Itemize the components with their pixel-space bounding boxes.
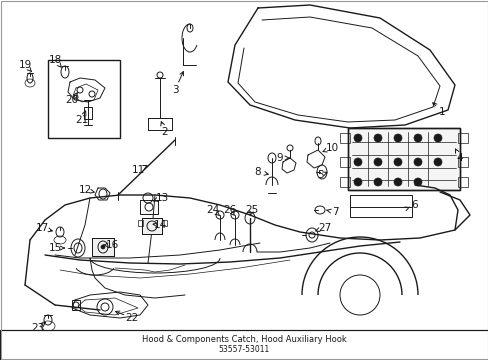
Bar xyxy=(457,177,467,187)
Bar xyxy=(92,238,114,256)
Text: 27: 27 xyxy=(318,223,331,233)
Ellipse shape xyxy=(433,134,441,142)
Ellipse shape xyxy=(353,134,361,142)
Text: 26: 26 xyxy=(223,205,236,215)
Bar xyxy=(0,330,488,360)
Text: 13: 13 xyxy=(155,193,168,203)
Text: 25: 25 xyxy=(245,205,258,215)
Ellipse shape xyxy=(433,158,441,166)
Ellipse shape xyxy=(393,134,401,142)
Text: 17: 17 xyxy=(35,223,48,233)
Text: 53557-53011: 53557-53011 xyxy=(218,346,269,355)
Text: 5: 5 xyxy=(316,170,323,180)
Bar xyxy=(84,107,92,119)
Text: 15: 15 xyxy=(48,243,61,253)
Text: Hood & Components Catch, Hood Auxiliary Hook: Hood & Components Catch, Hood Auxiliary … xyxy=(142,334,346,343)
Text: 16: 16 xyxy=(105,240,119,250)
Ellipse shape xyxy=(393,158,401,166)
Ellipse shape xyxy=(413,158,421,166)
Ellipse shape xyxy=(413,134,421,142)
Text: 22: 22 xyxy=(125,313,138,323)
Bar xyxy=(162,220,167,226)
Text: 3: 3 xyxy=(171,85,178,95)
Bar xyxy=(347,128,459,190)
Text: 2: 2 xyxy=(162,127,168,137)
Ellipse shape xyxy=(393,178,401,186)
Text: 21: 21 xyxy=(75,115,88,125)
Ellipse shape xyxy=(373,178,381,186)
Ellipse shape xyxy=(373,134,381,142)
Ellipse shape xyxy=(353,158,361,166)
Bar xyxy=(349,195,411,217)
Text: 18: 18 xyxy=(48,55,61,65)
Text: 24: 24 xyxy=(206,205,219,215)
Bar xyxy=(140,200,158,214)
Bar xyxy=(72,300,80,310)
Text: 20: 20 xyxy=(65,95,79,105)
Bar xyxy=(339,177,349,187)
Text: 23: 23 xyxy=(31,323,44,333)
Text: 7: 7 xyxy=(331,207,338,217)
Bar xyxy=(339,157,349,167)
Bar xyxy=(142,218,162,234)
Bar xyxy=(142,218,162,234)
Ellipse shape xyxy=(413,178,421,186)
Bar xyxy=(457,157,467,167)
Text: 6: 6 xyxy=(411,200,417,210)
Ellipse shape xyxy=(353,178,361,186)
Ellipse shape xyxy=(101,245,105,249)
Text: 11: 11 xyxy=(131,165,144,175)
Text: 10: 10 xyxy=(325,143,338,153)
Bar xyxy=(347,128,459,190)
Text: 4: 4 xyxy=(456,153,462,163)
Text: 8: 8 xyxy=(254,167,261,177)
Text: 19: 19 xyxy=(19,60,32,70)
Bar xyxy=(138,220,142,226)
Bar xyxy=(339,133,349,143)
Bar xyxy=(48,60,120,138)
Text: 9: 9 xyxy=(276,153,283,163)
Text: 12: 12 xyxy=(78,185,91,195)
Text: 14: 14 xyxy=(153,220,166,230)
Ellipse shape xyxy=(373,158,381,166)
Text: 1: 1 xyxy=(438,107,445,117)
Bar xyxy=(457,133,467,143)
Bar xyxy=(92,238,114,256)
